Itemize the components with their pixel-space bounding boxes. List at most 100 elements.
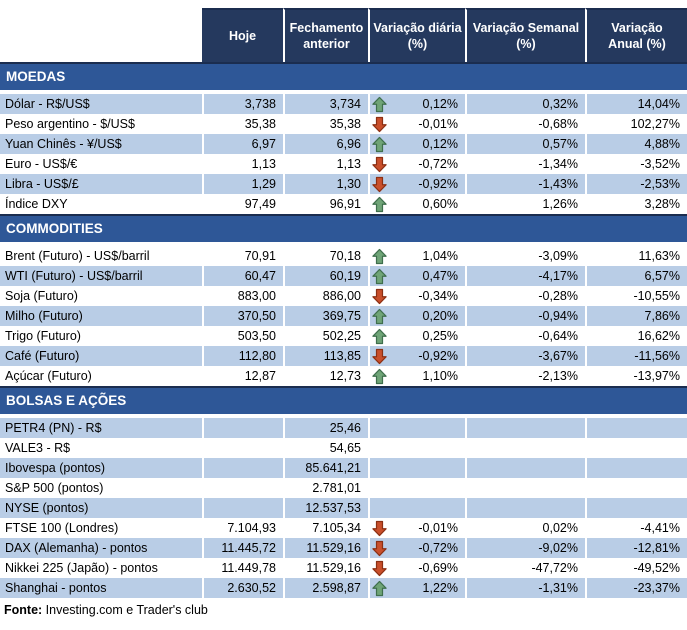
previous-close-value: 12.537,53 — [283, 498, 368, 518]
previous-close-value: 96,91 — [283, 194, 368, 214]
annual-change-value — [585, 458, 687, 478]
daily-change-value: -0,72% — [418, 157, 458, 171]
previous-close-value: 54,65 — [283, 438, 368, 458]
daily-change-cell: -0,01% — [368, 518, 465, 538]
today-value: 503,50 — [202, 326, 283, 346]
daily-change-cell: 0,47% — [368, 266, 465, 286]
instrument-label: Ibovespa (pontos) — [0, 458, 202, 478]
daily-change-cell — [368, 498, 465, 518]
daily-change-value: 1,22% — [422, 581, 458, 595]
daily-change-value: -0,72% — [418, 541, 458, 555]
source-label: Fonte: — [4, 603, 43, 617]
previous-close-value: 11.529,16 — [283, 538, 368, 558]
section-header: MOEDAS — [0, 62, 687, 90]
table-row: Peso argentino - $/US$ 35,38 35,38 -0,01% -0… — [0, 114, 687, 134]
previous-close-value: 7.105,34 — [283, 518, 368, 538]
instrument-label: Brent (Futuro) - US$/barril — [5, 249, 150, 263]
daily-change-value: -0,34% — [418, 289, 458, 303]
daily-change-cell: -0,01% — [368, 114, 465, 134]
table-row: Libra - US$/£ 1,29 1,30 -0,92% -1,43% -2,53% — [0, 174, 687, 194]
instrument-label: Soja (Futuro) — [5, 289, 78, 303]
instrument-label: Shanghai - pontos — [0, 578, 202, 598]
annual-change-value: -2,53% — [585, 174, 687, 194]
today-value: 7.104,93 — [202, 518, 283, 538]
table-row: Índice DXY 97,49 96,91 0,60% 1,26% 3,28% — [0, 194, 687, 214]
daily-change-value: 0,12% — [422, 137, 458, 151]
daily-change-value: 1,04% — [422, 249, 458, 263]
daily-change-cell: 0,20% — [368, 306, 465, 326]
source-note: Fonte: Investing.com e Trader's club — [0, 603, 687, 617]
today-value: 12,87 — [202, 366, 283, 386]
daily-change-value: -0,01% — [418, 521, 458, 535]
header-spacer — [0, 8, 202, 62]
column-header-hoje: Hoje — [202, 8, 283, 62]
today-value: 6,97 — [202, 134, 283, 154]
weekly-change-value: -1,31% — [465, 578, 585, 598]
table-row: Trigo (Futuro) 503,50 502,25 0,25% -0,64% 16,… — [0, 326, 687, 346]
daily-change-cell — [368, 478, 465, 498]
table-row: Dólar - R$/US$ 3,738 3,734 0,12% 0,32% 14,04% — [0, 94, 687, 114]
today-value: 97,49 — [202, 194, 283, 214]
annual-change-value — [585, 418, 687, 438]
today-value: 1,13 — [202, 154, 283, 174]
table-row: PETR4 (PN) - R$ 25,46 — [0, 418, 687, 438]
down-arrow-icon — [372, 348, 388, 365]
today-value: 3,738 — [202, 94, 283, 114]
column-header-variacao-semanal: Variação Semanal (%) — [465, 8, 585, 62]
instrument-label: Libra - US$/£ — [0, 174, 202, 194]
daily-change-value: 0,60% — [422, 197, 458, 211]
section-gap — [0, 414, 687, 418]
column-header-variacao-anual: Variação Anual (%) — [585, 8, 687, 62]
up-arrow-icon — [372, 96, 388, 113]
daily-change-value: -0,92% — [418, 349, 458, 363]
weekly-change-value: -9,02% — [465, 538, 585, 558]
instrument-label: Trigo (Futuro) — [5, 329, 81, 343]
instrument-label: Euro - US$/€ — [5, 157, 78, 171]
previous-close-value: 25,46 — [283, 418, 368, 438]
instrument-label: NYSE (pontos) — [0, 498, 202, 518]
daily-change-cell: -0,72% — [368, 154, 465, 174]
today-value: 112,80 — [202, 346, 283, 366]
daily-change-value: 0,25% — [422, 329, 458, 343]
down-arrow-icon — [372, 156, 388, 173]
daily-change-cell: 0,25% — [368, 326, 465, 346]
up-arrow-icon — [372, 580, 388, 597]
table-row: Açúcar (Futuro) 12,87 12,73 1,10% -2,13% -13,… — [0, 366, 687, 386]
annual-change-value: -49,52% — [585, 558, 687, 578]
annual-change-value: 16,62% — [585, 326, 687, 346]
today-value: 35,38 — [202, 114, 283, 134]
source-text: Investing.com e Trader's club — [42, 603, 208, 617]
column-header-fechamento-anterior: Fechamento anterior — [283, 8, 368, 62]
daily-change-value: -0,01% — [418, 117, 458, 131]
instrument-label: Peso argentino - $/US$ — [5, 117, 135, 131]
down-arrow-icon — [372, 116, 388, 133]
daily-change-value: 0,12% — [422, 97, 458, 111]
annual-change-value: 3,28% — [585, 194, 687, 214]
table-row: Milho (Futuro) 370,50 369,75 0,20% -0,94% 7,8… — [0, 306, 687, 326]
annual-change-value: 6,57% — [585, 266, 687, 286]
column-header-row: Hoje Fechamento anterior Variação diária… — [0, 8, 687, 62]
annual-change-value: -10,55% — [585, 286, 687, 306]
instrument-label: VALE3 - R$ — [5, 441, 71, 455]
table-row: Brent (Futuro) - US$/barril 70,91 70,18 1,0… — [0, 246, 687, 266]
table-row: Shanghai - pontos 2.630,52 2.598,87 1,22% -1… — [0, 578, 687, 598]
table-row: Café (Futuro) 112,80 113,85 -0,92% -3,67% -11… — [0, 346, 687, 366]
up-arrow-icon — [372, 368, 388, 385]
today-value: 11.449,78 — [202, 558, 283, 578]
instrument-label: Dólar - R$/US$ — [0, 94, 202, 114]
daily-change-value: 1,10% — [422, 369, 458, 383]
previous-close-value: 502,25 — [283, 326, 368, 346]
today-value: 60,47 — [202, 266, 283, 286]
table-body: MOEDAS Dólar - R$/US$ 3,738 3,734 0,12% 0,32%… — [0, 62, 687, 598]
table-row: Nikkei 225 (Japão) - pontos 11.449,78 11.5… — [0, 558, 687, 578]
today-value: 70,91 — [202, 246, 283, 266]
down-arrow-icon — [372, 560, 388, 577]
daily-change-cell: -0,34% — [368, 286, 465, 306]
instrument-label: Açúcar (Futuro) — [5, 369, 92, 383]
previous-close-value: 2.781,01 — [283, 478, 368, 498]
previous-close-value: 35,38 — [283, 114, 368, 134]
annual-change-value: 11,63% — [585, 246, 687, 266]
today-value — [202, 478, 283, 498]
weekly-change-value: -4,17% — [465, 266, 585, 286]
weekly-change-value — [465, 458, 585, 478]
